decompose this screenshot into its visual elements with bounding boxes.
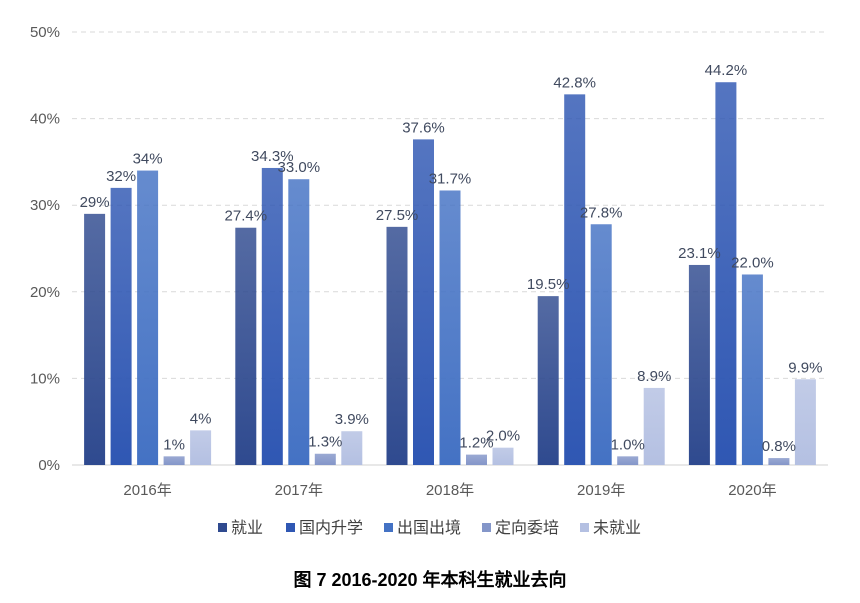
- x-tick-label: 2019年: [577, 482, 625, 499]
- bar: [288, 179, 310, 465]
- legend-label: 国内升学: [299, 519, 363, 537]
- data-label: 44.2%: [705, 62, 748, 79]
- data-label: 9.9%: [788, 359, 822, 376]
- legend-label: 出国出境: [397, 518, 461, 537]
- data-label: 1%: [163, 436, 185, 453]
- bar: [314, 453, 336, 465]
- bar: [564, 94, 586, 466]
- data-labels: 29% 32%34% 1% 4% 27.4% 34.3%33.0% 1.3% 3.9% 27.5…: [80, 62, 823, 455]
- y-tick-label: 50%: [30, 24, 60, 41]
- bar: [466, 454, 487, 465]
- bar: [110, 187, 132, 465]
- legend-swatch: [286, 523, 295, 532]
- data-label: 3.9%: [335, 411, 369, 428]
- data-label: 1.3%: [308, 434, 342, 451]
- x-tick-label: 2017年: [275, 482, 323, 499]
- data-label: 22.0%: [731, 254, 774, 271]
- data-label: 27.8%: [580, 204, 623, 221]
- data-label: 34%: [133, 151, 163, 168]
- bar: [643, 387, 665, 465]
- bar: [715, 82, 737, 465]
- bars: [84, 82, 816, 466]
- y-tick-label: 30%: [30, 197, 60, 214]
- data-label: 1.0%: [611, 436, 645, 453]
- data-label: 34.3%: [251, 148, 294, 165]
- data-label: 1.2%: [459, 435, 493, 452]
- bar: [137, 170, 159, 465]
- data-label: 37.6%: [402, 119, 445, 136]
- bar: [688, 264, 710, 465]
- data-label: 0.8%: [762, 438, 796, 455]
- data-label: 27.5%: [376, 207, 419, 224]
- bar: [590, 224, 612, 465]
- bar: [741, 274, 763, 465]
- data-label: 8.9%: [637, 368, 671, 385]
- legend: 就业 国内升学 出国出境 定向委培 未就业: [218, 518, 641, 537]
- bar: [537, 296, 559, 465]
- bar: [386, 226, 408, 465]
- data-label: 31.7%: [429, 170, 472, 187]
- x-tick-label: 2020年: [728, 482, 776, 499]
- y-tick-label: 20%: [30, 284, 60, 301]
- data-label: 42.8%: [553, 74, 596, 91]
- data-label: 27.4%: [225, 208, 268, 225]
- legend-swatch: [580, 523, 589, 532]
- bar: [617, 456, 639, 465]
- bar: [341, 431, 363, 465]
- y-tick-label: 40%: [30, 111, 60, 128]
- bar: [439, 190, 461, 465]
- data-label: 29%: [80, 194, 110, 211]
- data-label: 2.0%: [486, 428, 520, 445]
- bar: [413, 139, 434, 465]
- x-tick-label: 2018年: [426, 482, 474, 499]
- bar: [768, 458, 790, 465]
- data-label: 33.0%: [278, 159, 321, 176]
- data-label: 32%: [106, 168, 136, 185]
- legend-swatch: [384, 523, 393, 532]
- bar: [84, 213, 106, 465]
- x-axis: 2016年 2017年 2018年 2019年 2020年: [123, 482, 776, 499]
- figure-caption: 图 7 2016-2020 年本科生就业去向: [293, 570, 567, 590]
- legend-label: 未就业: [593, 519, 641, 537]
- bar: [261, 167, 283, 465]
- legend-swatch: [218, 523, 227, 532]
- legend-label: 定向委培: [495, 519, 559, 537]
- legend-swatch: [482, 523, 491, 532]
- y-tick-label: 10%: [30, 370, 60, 387]
- data-label: 4%: [190, 410, 212, 427]
- bar: [794, 379, 816, 465]
- bar: [235, 227, 257, 465]
- bar: [190, 430, 212, 465]
- data-label: 19.5%: [527, 276, 570, 293]
- y-tick-label: 0%: [38, 457, 60, 474]
- legend-label: 就业: [231, 519, 263, 537]
- x-tick-label: 2016年: [123, 482, 171, 499]
- bar: [492, 447, 514, 465]
- data-label: 23.1%: [678, 245, 721, 262]
- y-axis: 0% 10% 20% 30% 40% 50%: [30, 24, 60, 474]
- bar: [163, 456, 185, 465]
